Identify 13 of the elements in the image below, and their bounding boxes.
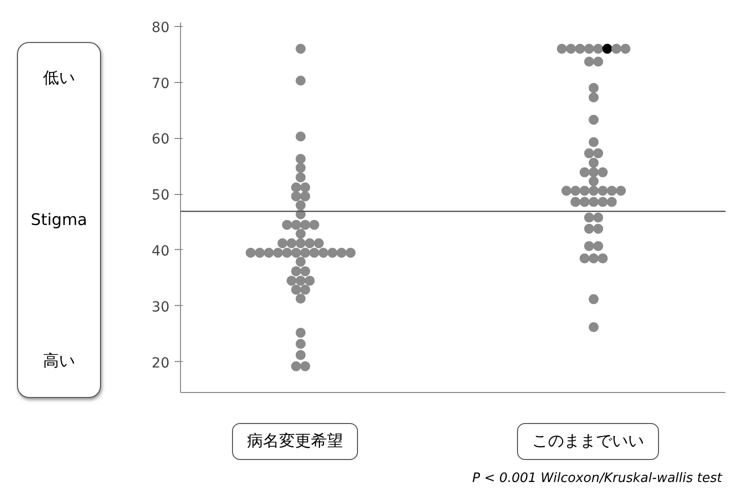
y-tick-label: 60: [152, 132, 170, 148]
y-tick-label: 20: [152, 355, 170, 372]
y-tick-label: 50: [152, 188, 170, 204]
x-tick-label: このままでいい: [517, 423, 659, 460]
y-axis-title: Stigma: [30, 208, 88, 231]
y-tick-label: 70: [152, 76, 170, 92]
text: 高い: [43, 350, 75, 372]
text: 低い: [43, 67, 75, 89]
y-tick-label: 30: [152, 299, 170, 316]
x-tick-label: 病名変更希望: [232, 423, 358, 460]
y-tick-label: 40: [152, 243, 170, 260]
y-tick-label: 80: [152, 20, 170, 36]
text: P < 0.001 Wilcoxon/Kruskal-wallis test: [472, 470, 722, 488]
